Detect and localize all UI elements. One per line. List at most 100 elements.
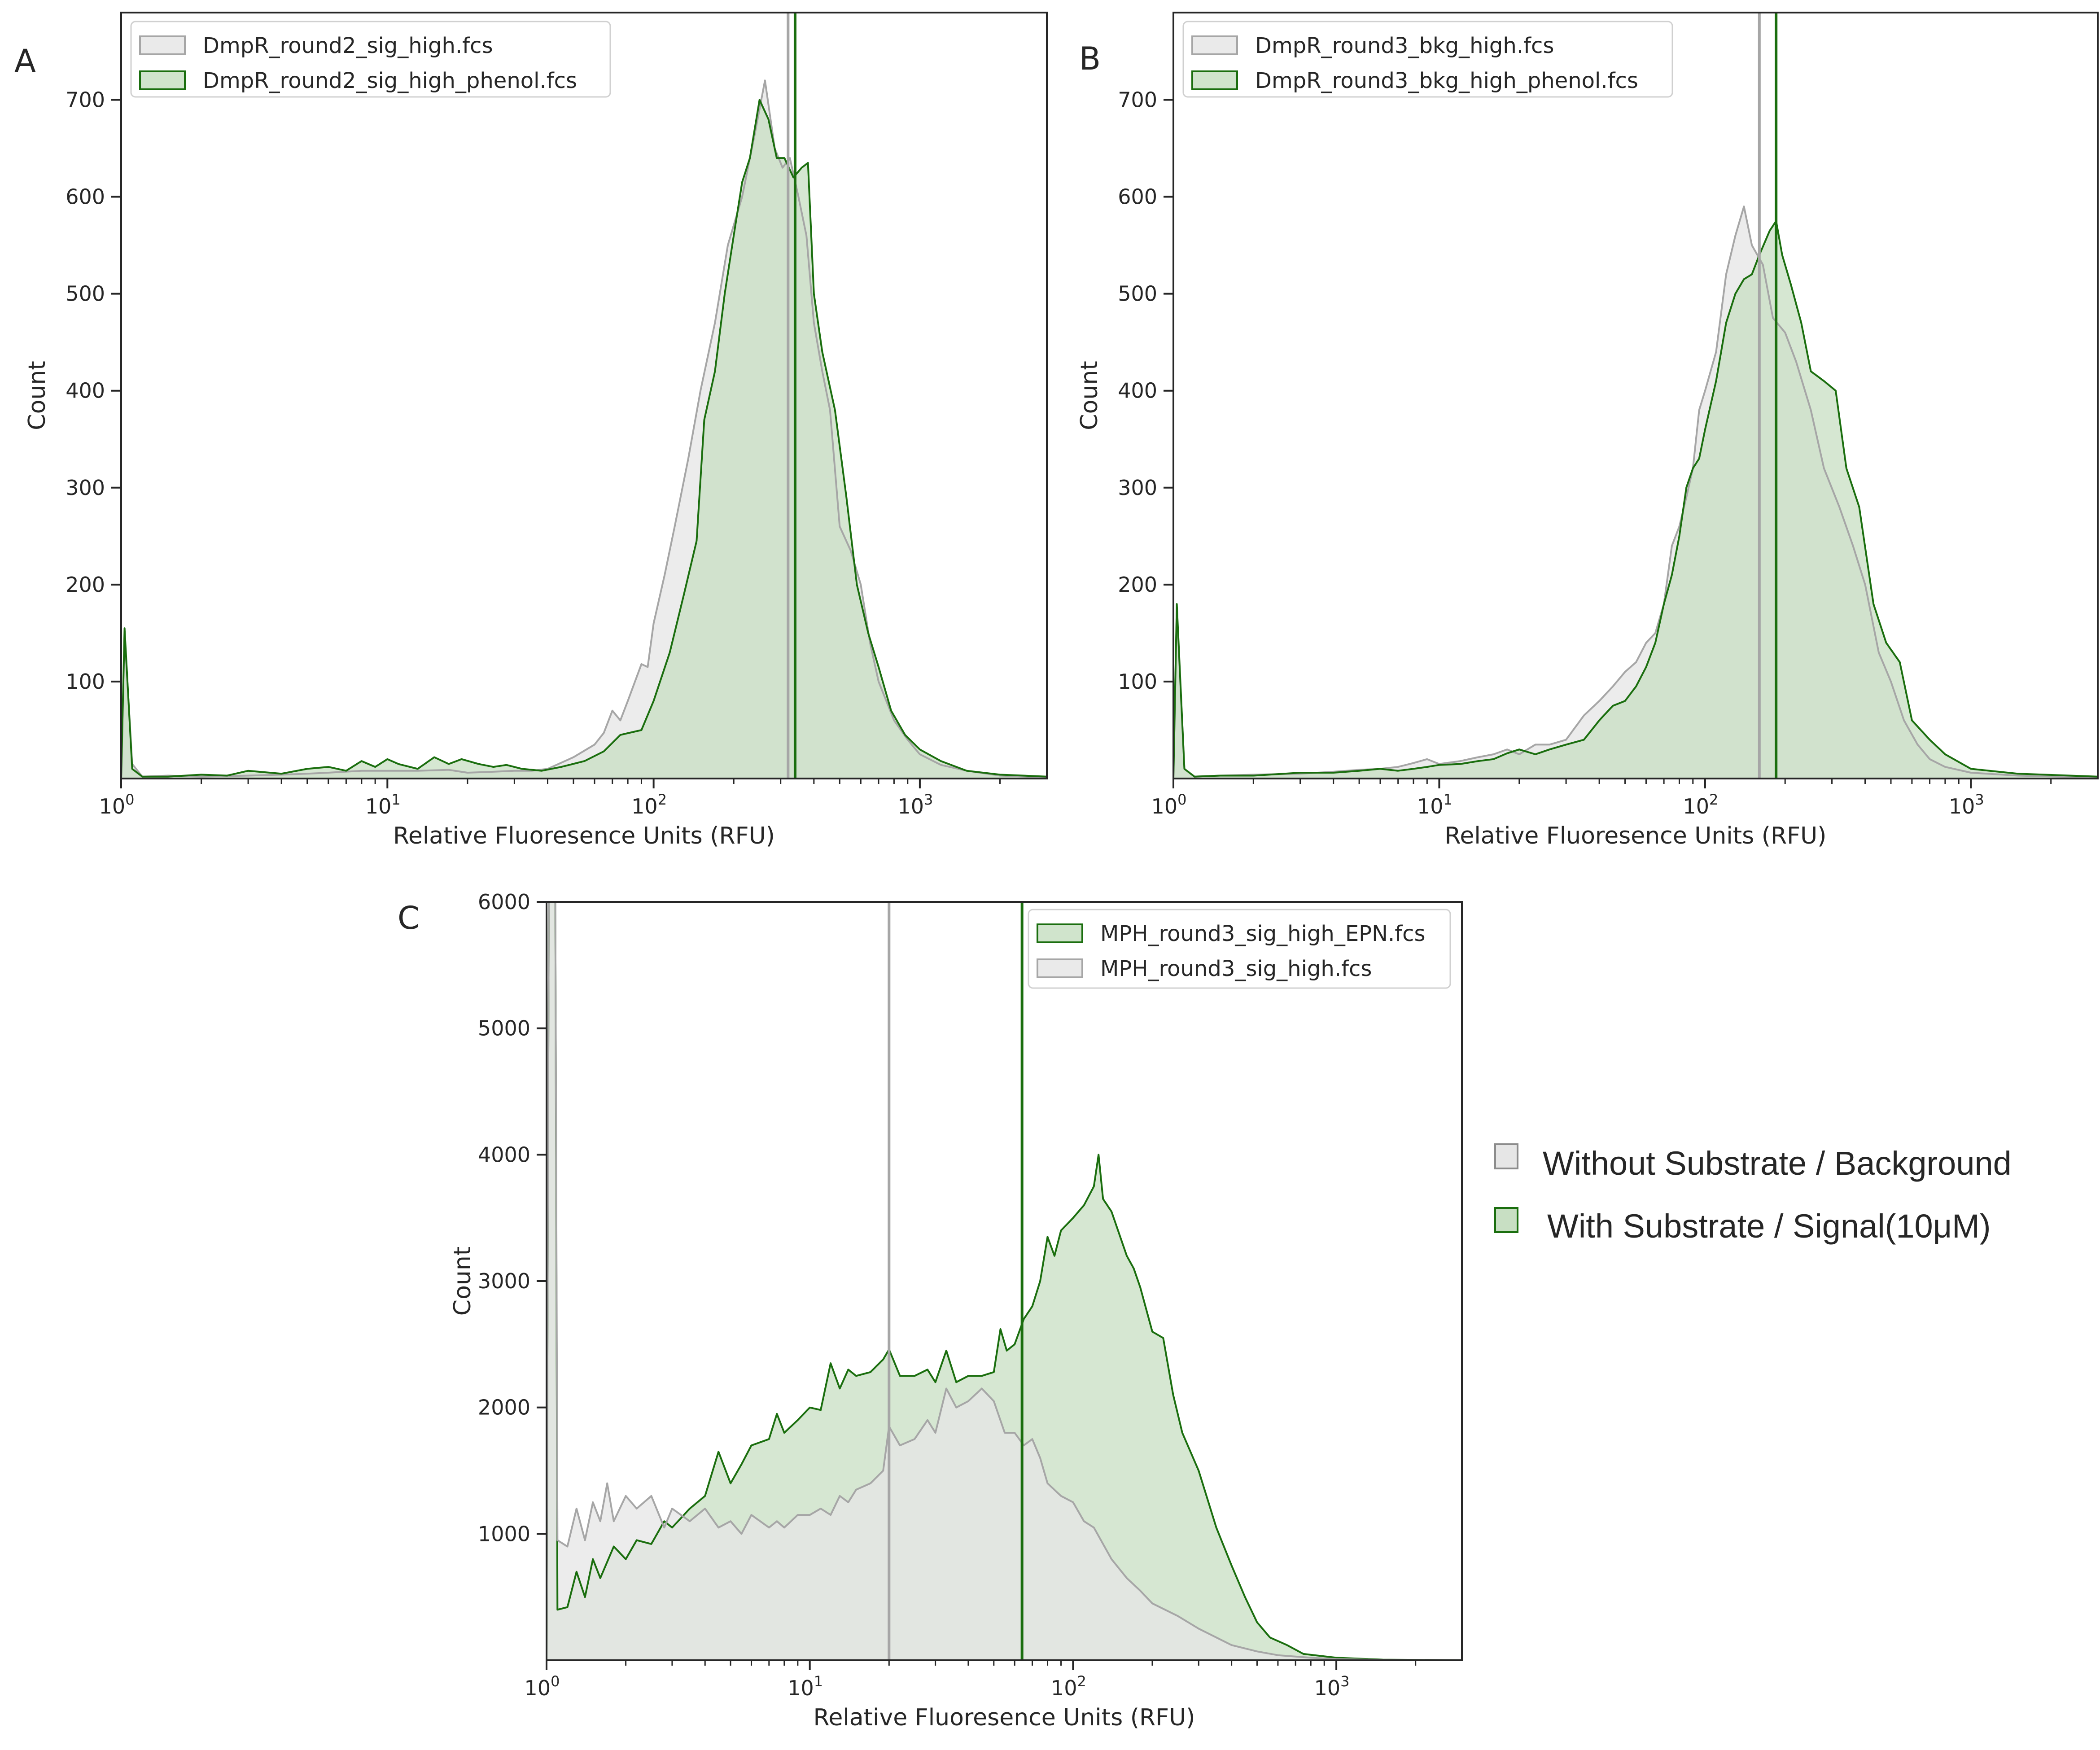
x-tick-exponent: 2 [658, 791, 667, 808]
x-tick-exponent: 0 [125, 791, 134, 808]
x-tick-exponent: 1 [391, 791, 400, 808]
x-tick-base: 10 [1417, 794, 1444, 818]
x-tick-base: 10 [1151, 794, 1178, 818]
histogram-line-series-2 [121, 99, 1047, 779]
y-tick-label: 600 [66, 185, 105, 209]
legend: MPH_round3_sig_high_EPN.fcs MPH_round3_si… [1028, 909, 1451, 989]
legend-label: DmpR_round3_bkg_high_phenol.fcs [1255, 68, 1638, 93]
y-tick-label: 300 [66, 476, 105, 500]
x-tick-label: 100 [1151, 791, 1187, 818]
x-tick-label: 102 [1051, 1673, 1086, 1700]
x-tick-label: 103 [1314, 1673, 1350, 1700]
y-tick-label: 6000 [478, 890, 530, 914]
x-tick-base: 10 [1949, 794, 1975, 818]
y-tick-label: 400 [1118, 379, 1157, 403]
y-tick-label: 300 [1118, 476, 1157, 500]
legend-label: DmpR_round3_bkg_high.fcs [1255, 33, 1554, 58]
side-legend-label: Without Substrate / Background [1543, 1145, 2012, 1182]
x-tick-exponent: 2 [1077, 1673, 1086, 1690]
y-tick-label: 200 [66, 573, 105, 597]
y-tick-label: 5000 [478, 1016, 530, 1041]
y-tick-label: 1000 [478, 1522, 530, 1546]
y-tick-label: 700 [1118, 88, 1157, 112]
panel-letter: A [14, 43, 36, 79]
x-tick-label: 100 [99, 791, 135, 818]
histogram-line-series-1 [121, 79, 1047, 779]
histogram-fill-series-1 [547, 902, 1462, 1660]
x-axis-label: Relative Fluoresence Units (RFU) [393, 822, 775, 849]
y-tick-label: 100 [1118, 669, 1157, 694]
legend-swatch [1191, 70, 1238, 90]
x-tick-base: 10 [99, 794, 126, 818]
x-tick-base: 10 [788, 1676, 814, 1700]
panel-b: 100 101 102 103100200300400500600700Relativ… [1076, 12, 2099, 849]
x-tick-exponent: 2 [1709, 791, 1718, 808]
legend: DmpR_round3_bkg_high.fcs DmpR_round3_bkg_… [1182, 21, 1673, 98]
x-axis-label: Relative Fluoresence Units (RFU) [814, 1704, 1195, 1731]
histogram-line-series-2 [1173, 220, 2098, 779]
side-legend-swatch [1494, 1143, 1518, 1169]
x-tick-exponent: 3 [924, 791, 933, 808]
y-tick-label: 500 [1118, 282, 1157, 306]
panel-a: 100 101 102 103100200300400500600700Relativ… [14, 12, 1048, 849]
histogram-fill-series-2 [547, 902, 1462, 1660]
y-tick-label: 600 [1118, 185, 1157, 209]
y-tick-label: 100 [66, 669, 105, 694]
y-tick-label: 3000 [478, 1269, 530, 1293]
x-tick-base: 10 [1051, 1676, 1077, 1700]
plot-area [121, 13, 1047, 779]
x-tick-base: 10 [1683, 794, 1709, 818]
x-tick-base: 10 [365, 794, 392, 818]
legend-frame [1182, 21, 1673, 98]
legend-swatch [1037, 958, 1083, 978]
x-tick-exponent: 1 [814, 1673, 823, 1690]
plot-frame [1172, 12, 2099, 779]
y-tick-label: 200 [1118, 573, 1157, 597]
legend-swatch [1037, 923, 1083, 943]
panel-c: 100 101 102 103100020003000400050006000Rela… [398, 890, 1463, 1731]
x-tick-label: 101 [365, 791, 401, 818]
histogram-line-series-1 [547, 902, 1462, 1660]
x-tick-exponent: 1 [1444, 791, 1452, 808]
x-tick-label: 101 [788, 1673, 823, 1700]
x-tick-label: 102 [1683, 791, 1718, 818]
legend-label: MPH_round3_sig_high.fcs [1100, 956, 1372, 981]
x-tick-base: 10 [1314, 1676, 1341, 1700]
y-tick-label: 400 [66, 379, 105, 403]
legend: DmpR_round2_sig_high.fcs DmpR_round2_sig_… [130, 21, 611, 98]
x-tick-exponent: 3 [1975, 791, 1984, 808]
x-axis-label: Relative Fluoresence Units (RFU) [1445, 822, 1827, 849]
panel-letter: B [1079, 40, 1101, 77]
histogram-fill-series-1 [121, 80, 1047, 779]
x-tick-base: 10 [631, 794, 658, 818]
legend-swatch [139, 70, 186, 90]
x-tick-exponent: 0 [1177, 791, 1186, 808]
legend-swatch [1191, 35, 1238, 55]
x-tick-label: 103 [897, 791, 933, 818]
panel-letter: C [398, 900, 420, 936]
x-tick-exponent: 3 [1340, 1673, 1349, 1690]
legend-label: DmpR_round2_sig_high.fcs [203, 33, 493, 58]
x-tick-label: 103 [1949, 791, 1984, 818]
y-axis-label: Count [24, 361, 51, 430]
x-tick-base: 10 [897, 794, 924, 818]
side-legend-swatch [1494, 1207, 1518, 1233]
y-axis-label: Count [449, 1247, 476, 1316]
side-legend: Without Substrate / Background With Subst… [1494, 1143, 2012, 1245]
histogram-fill-series-2 [1173, 221, 2098, 779]
y-tick-label: 700 [66, 88, 105, 112]
x-tick-base: 10 [525, 1676, 551, 1700]
y-tick-label: 500 [66, 282, 105, 306]
legend-frame [1028, 909, 1451, 989]
x-tick-label: 100 [525, 1673, 560, 1700]
side-legend-label: With Substrate / Signal(10μM) [1547, 1208, 1991, 1245]
legend-label: DmpR_round2_sig_high_phenol.fcs [203, 68, 577, 93]
plot-frame [120, 12, 1048, 779]
legend-frame [130, 21, 611, 98]
histogram-fill-series-2 [121, 100, 1047, 779]
x-tick-label: 102 [631, 791, 667, 818]
histogram-line-series-2 [547, 902, 1462, 1660]
legend-swatch [139, 35, 186, 55]
x-tick-label: 101 [1417, 791, 1452, 818]
